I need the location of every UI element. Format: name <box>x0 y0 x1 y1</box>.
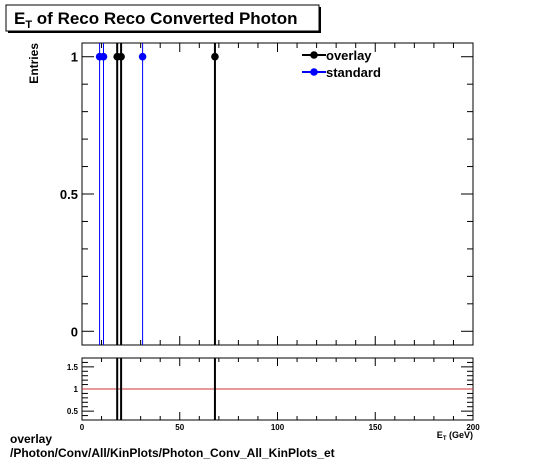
main-marks <box>95 43 219 345</box>
legend-label-overlay: overlay <box>326 48 372 63</box>
x-tick-label: 50 <box>175 423 184 432</box>
y-axis-label: Entries <box>27 43 41 84</box>
overlay-point <box>211 52 219 61</box>
y-tick-label: 0.5 <box>60 187 78 202</box>
ratio-marks <box>82 358 473 420</box>
overlay-point <box>117 52 125 61</box>
legend-marker-standard <box>310 68 318 76</box>
ratio-y-tick-label: 1.5 <box>67 363 79 372</box>
title-text: ET of Reco Reco Converted Photon <box>14 9 298 31</box>
ratio-y-tick-label: 0.5 <box>67 407 79 416</box>
x-tick-label: 0 <box>80 423 85 432</box>
legend-marker-overlay <box>310 51 318 59</box>
y-tick-label: 1 <box>71 50 78 65</box>
standard-point <box>99 52 108 61</box>
title-box: ET of Reco Reco Converted Photon <box>5 4 321 33</box>
x-tick-label: 150 <box>369 423 383 432</box>
x-tick-label: 100 <box>271 423 285 432</box>
legend-label-standard: standard <box>326 65 381 80</box>
ratio-ticks: 0.5 1 1.5 0 50 100 150 200 <box>67 358 480 432</box>
standard-point <box>138 52 147 61</box>
footer-line1: overlay <box>10 432 52 446</box>
ratio-plot: 0.5 1 1.5 0 50 100 150 200 ET (GeV) <box>67 357 480 442</box>
legend: overlay standard <box>302 48 381 80</box>
footer-line2: /Photon/Conv/All/KinPlots/Photon_Conv_Al… <box>10 446 335 460</box>
main-ticks: 00.51 <box>60 43 474 345</box>
ratio-y-tick-label: 1 <box>74 385 79 394</box>
main-plot-frame <box>81 42 474 346</box>
y-tick-label: 0 <box>71 324 78 339</box>
x-axis-label: ET (GeV) <box>437 430 473 442</box>
x-tick-label: 200 <box>466 423 480 432</box>
title-frame <box>5 4 320 32</box>
